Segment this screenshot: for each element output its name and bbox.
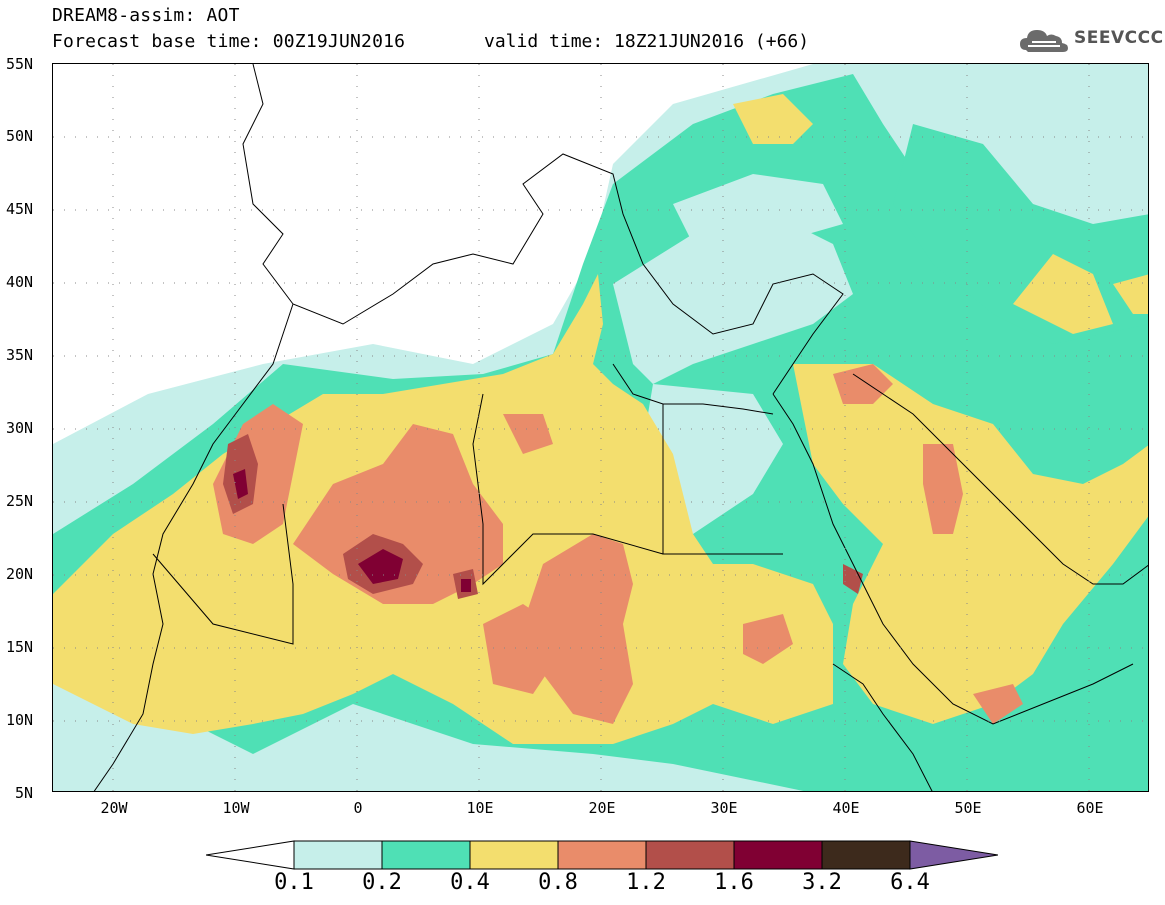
colorbar-bin-0-1 [293, 840, 383, 870]
lon-label-10e: 10E [466, 799, 494, 817]
lat-label-25n: 25N [6, 492, 34, 510]
lon-label-10w: 10W [222, 799, 250, 817]
colorbar [206, 840, 998, 870]
legend-label-1-6: 1.6 [714, 870, 754, 895]
lon-label-0: 0 [353, 799, 363, 817]
legend-label-0-1: 0.1 [274, 870, 314, 895]
colorbar-bin-0-8 [557, 840, 647, 870]
lon-label-20w: 20W [100, 799, 128, 817]
lat-label-55n: 55N [6, 55, 34, 73]
aot-layer-1-6 [233, 469, 471, 592]
chart-title: DREAM8-assim: AOT [52, 5, 240, 26]
aot-map [53, 64, 1148, 791]
lat-label-5n: 5N [15, 784, 34, 802]
lon-label-60e: 60E [1076, 799, 1104, 817]
lat-label-35n: 35N [6, 346, 34, 364]
graticule [53, 64, 1148, 791]
lon-label-50e: 50E [954, 799, 982, 817]
lat-label-30n: 30N [6, 419, 34, 437]
colorbar-bin-1-2 [645, 840, 735, 870]
colorbar-bin-0-2 [381, 840, 471, 870]
colorbar-lower-arrow [206, 840, 295, 870]
lat-label-50n: 50N [6, 127, 34, 145]
valid-time: valid time: 18Z21JUN2016 (+66) [484, 31, 810, 52]
colorbar-bin-3-2 [821, 840, 911, 870]
lat-label-10n: 10N [6, 711, 34, 729]
legend-label-0-4: 0.4 [450, 870, 490, 895]
forecast-base-time: Forecast base time: 00Z19JUN2016 [52, 31, 406, 52]
colorbar-upper-arrow [909, 840, 998, 870]
legend-label-6-4: 6.4 [890, 870, 930, 895]
seevccc-logo: SEEVCCC [1018, 22, 1163, 58]
lat-label-40n: 40N [6, 273, 34, 291]
lat-label-45n: 45N [6, 200, 34, 218]
legend-label-1-2: 1.2 [626, 870, 666, 895]
lat-label-20n: 20N [6, 565, 34, 583]
colorbar-bin-0-4 [469, 840, 559, 870]
coastlines [93, 64, 1148, 791]
legend-label-0-2: 0.2 [362, 870, 402, 895]
lat-label-15n: 15N [6, 638, 34, 656]
lon-label-20e: 20E [588, 799, 616, 817]
logo-text: SEEVCCC [1074, 28, 1164, 48]
colorbar-bin-1-6 [733, 840, 823, 870]
lon-label-30e: 30E [710, 799, 738, 817]
legend-label-3-2: 3.2 [802, 870, 842, 895]
cloud-icon [1020, 30, 1068, 52]
legend-label-0-8: 0.8 [538, 870, 578, 895]
lon-label-40e: 40E [832, 799, 860, 817]
map-panel [52, 63, 1149, 792]
